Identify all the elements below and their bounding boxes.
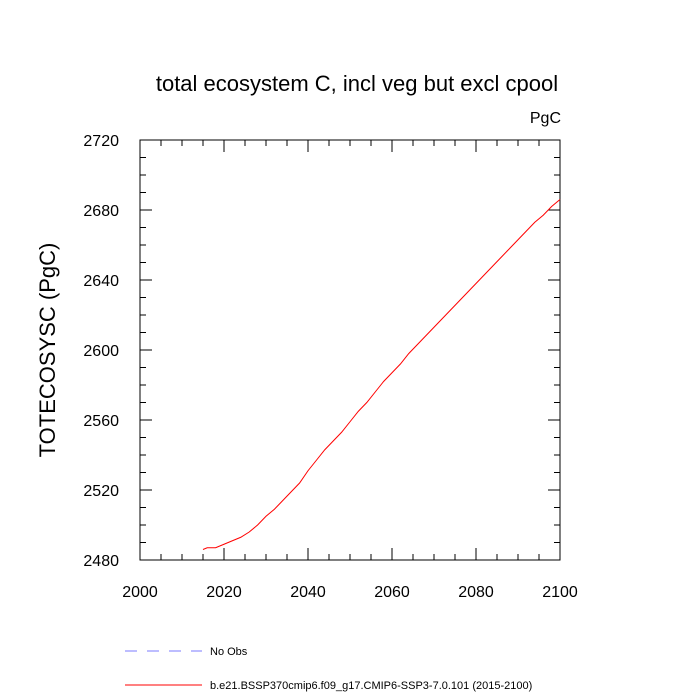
y-tick-label: 2600 <box>83 343 119 360</box>
x-tick-label: 2060 <box>374 584 410 601</box>
y-tick-label: 2640 <box>83 273 119 290</box>
legend-label-ssp370: b.e21.BSSP370cmip6.f09_g17.CMIP6-SSP3-7.… <box>210 680 532 692</box>
series-group <box>202 199 561 550</box>
y-tick-label: 2520 <box>83 483 119 500</box>
x-tick-label: 2000 <box>122 584 158 601</box>
chart-title: total ecosystem C, incl veg but excl cpo… <box>156 71 558 96</box>
series-line-0 <box>202 199 561 550</box>
y-tick-label: 2560 <box>83 413 119 430</box>
x-tick-label: 2080 <box>458 584 494 601</box>
x-tick-label: 2100 <box>542 584 578 601</box>
units-label: PgC <box>530 110 561 127</box>
x-tick-label: 2020 <box>206 584 242 601</box>
y-tick-label: 2480 <box>83 553 119 570</box>
axis-ticks: 2000 2020 2040 2060 2080 2100 2480 2520 2560 2600… <box>83 133 577 601</box>
x-tick-label: 2040 <box>290 584 326 601</box>
y-tick-label: 2720 <box>83 133 119 150</box>
y-tick-label: 2680 <box>83 203 119 220</box>
legend-label-no-obs: No Obs <box>210 646 248 658</box>
y-axis-label: TOTECOSYSC (PgC) <box>35 243 60 458</box>
plot-frame <box>139 139 561 561</box>
legend: No Obs b.e21.BSSP370cmip6.f09_g17.CMIP6-… <box>125 646 532 692</box>
